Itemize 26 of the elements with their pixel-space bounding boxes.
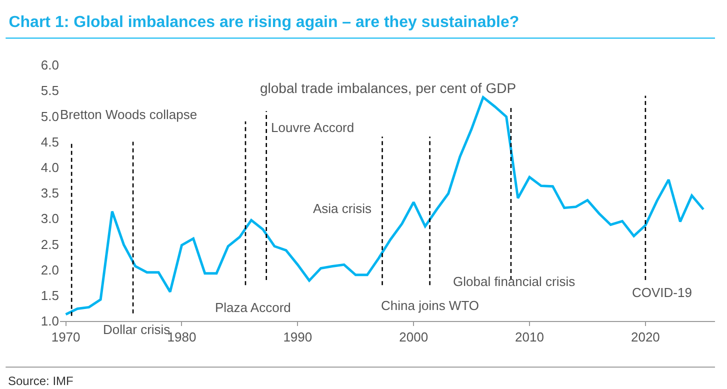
x-tick-label: 1990 <box>283 330 312 345</box>
chart-title: Chart 1: Global imbalances are rising again – are they sustainable? <box>8 14 520 31</box>
y-tick-label: 6.0 <box>40 58 59 73</box>
y-tick-label: 2.0 <box>40 262 59 278</box>
y-tick-label: 2.5 <box>40 236 59 252</box>
x-tick-label: 2010 <box>515 330 544 345</box>
y-tick-label: 3.0 <box>40 211 59 226</box>
x-tick-label: 1970 <box>51 330 80 345</box>
x-tick-label: 2020 <box>630 330 660 345</box>
ref-line-label: Plaza Accord <box>215 300 291 315</box>
source-note: Source: IMF <box>8 374 74 388</box>
y-tick-label: 3.5 <box>40 186 59 201</box>
ref-line-label: COVID-19 <box>632 285 692 300</box>
x-tick-label: 2000 <box>399 330 428 345</box>
ref-line-label: Asia crisis <box>313 201 372 216</box>
ref-line-label: Global financial crisis <box>453 274 576 289</box>
y-tick-label: 4.0 <box>40 160 59 175</box>
annotation: global trade imbalances, per cent of GDP <box>260 80 516 96</box>
y-tick-label: 4.5 <box>40 134 59 150</box>
y-tick-label: 1.0 <box>40 314 59 329</box>
y-tick-label: 1.5 <box>40 288 59 303</box>
y-tick-label: 5.5 <box>40 83 59 98</box>
y-tick-label: 5.0 <box>40 108 59 124</box>
ref-line-label: Bretton Woods collapse <box>60 107 198 122</box>
ref-line-label: Louvre Accord <box>271 120 354 135</box>
ref-line-label: China joins WTO <box>381 298 480 313</box>
